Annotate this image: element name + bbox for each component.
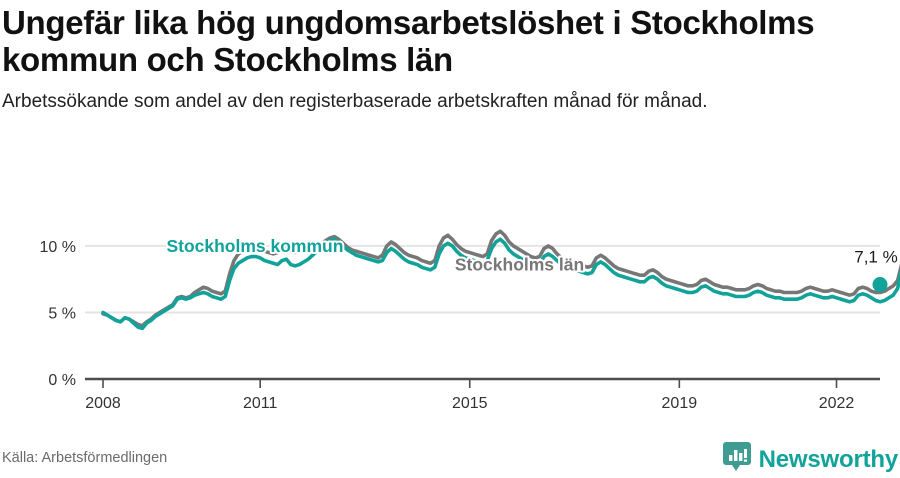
chart-plot-area: 0 % 5 % 10 % 2008 2011 2015 2019 2022 Stockholm… xyxy=(0,186,900,421)
gridlines xyxy=(85,244,880,314)
bar-chart-pin-icon xyxy=(722,441,751,478)
x-tick-label: 2019 xyxy=(662,395,698,412)
brand-name: Newsworthy xyxy=(758,445,899,473)
source-note: Källa: Arbetsförmedlingen xyxy=(2,450,168,466)
brand-logo: Newsworthy xyxy=(722,441,899,478)
x-tick-label: 2015 xyxy=(452,395,488,412)
series-lines xyxy=(101,229,900,331)
tick-labels: 0 % 5 % 10 % 2008 2011 2015 2019 2022 xyxy=(40,239,855,412)
line-chart-svg: 0 % 5 % 10 % 2008 2011 2015 2019 2022 Stockholm… xyxy=(40,229,900,412)
axis xyxy=(85,377,880,388)
chart-header: Ungefär lika hög ungdomsarbetslöshet i S… xyxy=(0,0,900,115)
x-tick-label: 2022 xyxy=(819,395,855,412)
chart-subtitle: Arbetssökande som andel av den registerb… xyxy=(2,91,708,112)
y-tick-label: 0 % xyxy=(48,372,76,389)
chart-annotations: Stockholms län Stockholms kommun 7,1 % xyxy=(164,234,899,293)
x-tick-label: 2011 xyxy=(243,395,278,412)
y-tick-label: 10 % xyxy=(40,239,76,256)
page-title: Ungefär lika hög ungdomsarbetslöshet i S… xyxy=(2,4,815,78)
end-point-marker xyxy=(872,277,888,293)
value-label: 7,1 % xyxy=(854,248,897,267)
y-tick-label: 5 % xyxy=(48,305,76,322)
series-line xyxy=(101,237,900,331)
x-tick-label: 2008 xyxy=(85,395,121,412)
series-label: Stockholms län xyxy=(455,255,584,275)
series-label: Stockholms kommun xyxy=(166,236,343,256)
series-line xyxy=(101,229,900,328)
chart-footer: Källa: Arbetsförmedlingen Newsworthy xyxy=(0,440,900,474)
